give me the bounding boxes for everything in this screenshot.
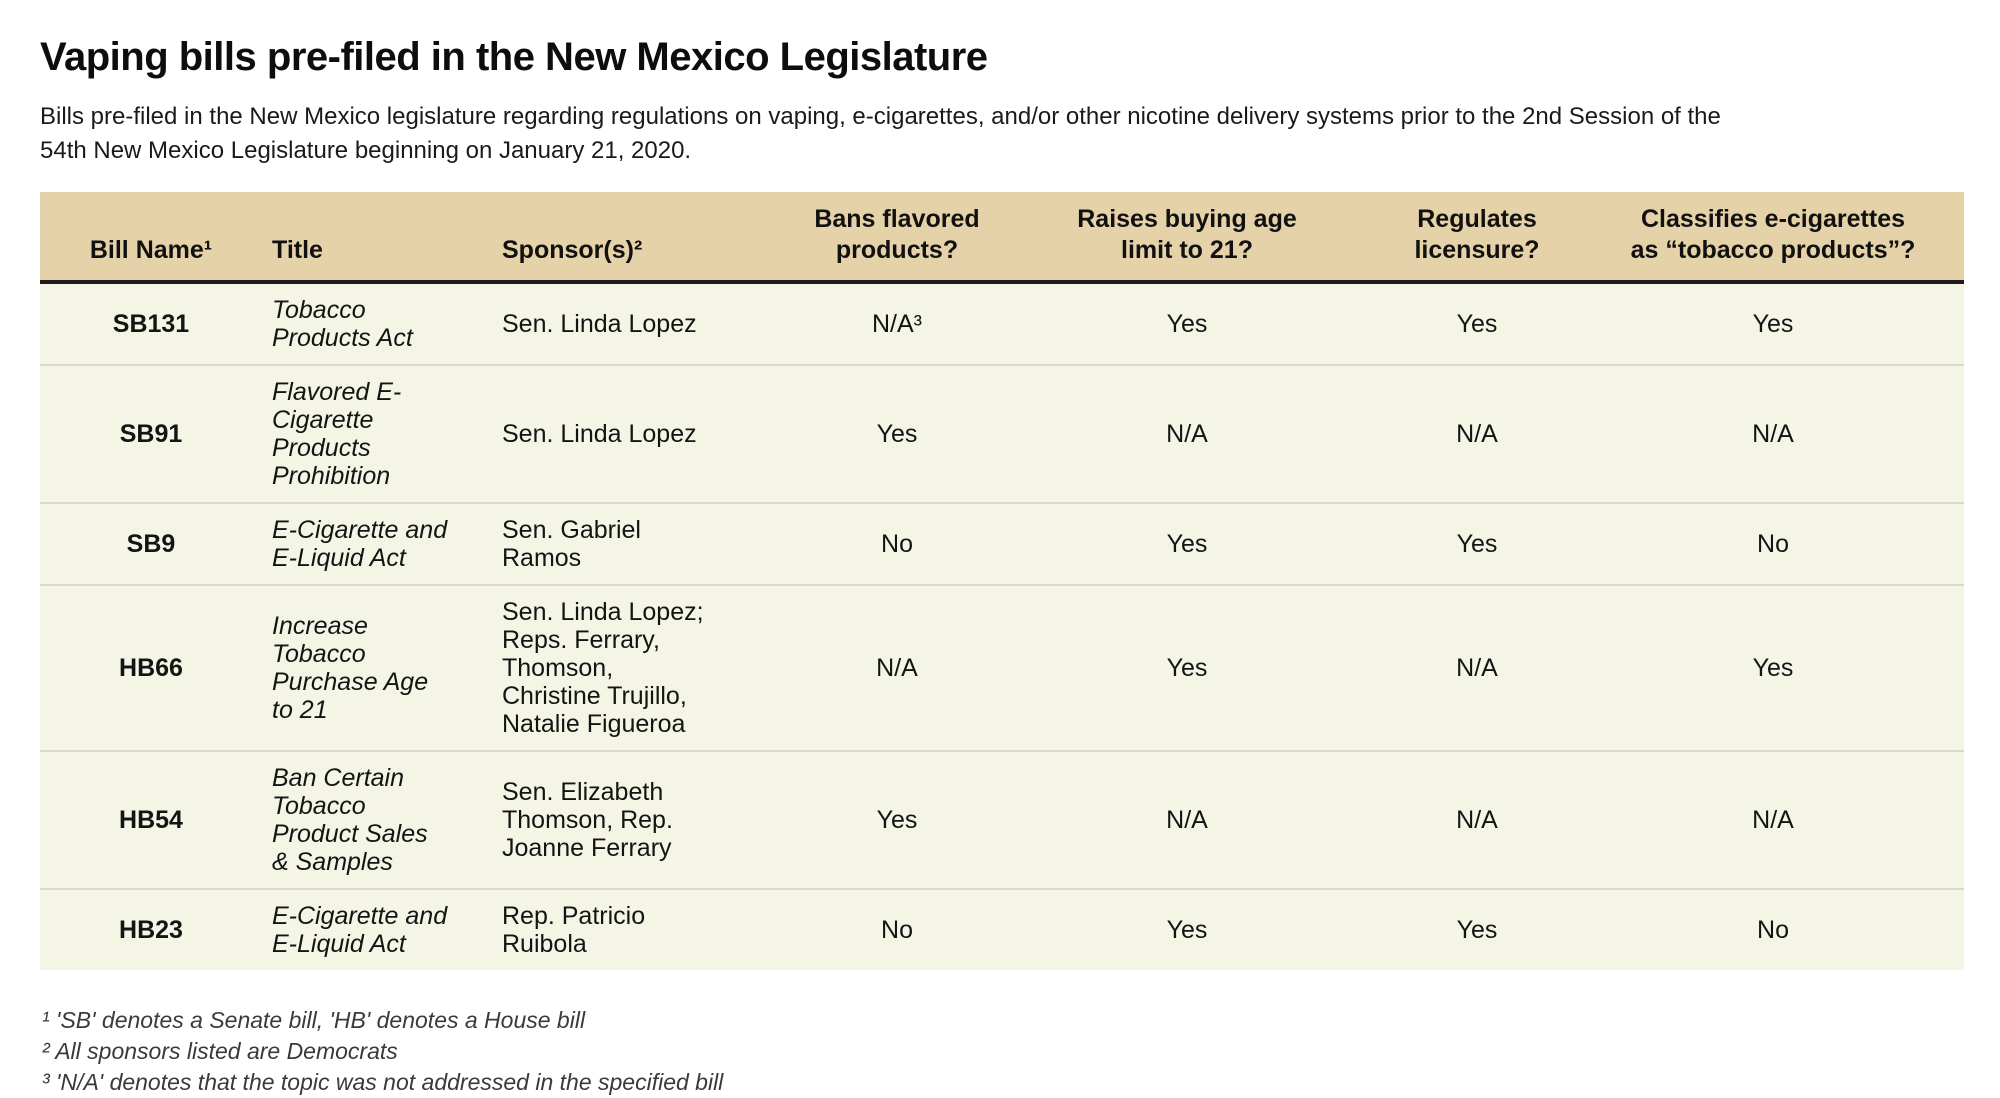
cell-title: Tobacco Products Act xyxy=(262,282,492,365)
cell-sponsors: Sen. Elizabeth Thomson, Rep. Joanne Ferr… xyxy=(492,750,792,889)
cell-classifies-tobacco: No xyxy=(1582,888,1964,970)
cell-title: Increase Tobacco Purchase Age to 21 xyxy=(262,584,492,751)
column-header-sponsors: Sponsor(s)² xyxy=(492,192,792,284)
column-header-classifies-tobacco: Classifies e-cigarettes as “tobacco prod… xyxy=(1582,192,1964,284)
cell-raises-age: N/A xyxy=(1002,364,1372,503)
footnote-3: ³ 'N/A' denotes that the topic was not a… xyxy=(42,1069,724,1095)
footnote-2: ² All sponsors listed are Democrats xyxy=(42,1038,398,1064)
table-row: HB66 Increase Tobacco Purchase Age to 21… xyxy=(40,584,1964,751)
cell-classifies-tobacco: No xyxy=(1582,502,1964,585)
cell-bans-flavored: No xyxy=(792,888,1002,970)
cell-sponsors: Sen. Gabriel Ramos xyxy=(492,502,792,585)
cell-bans-flavored: No xyxy=(792,502,1002,585)
table-row: HB23 E-Cigarette and E-Liquid Act Rep. P… xyxy=(40,888,1964,970)
cell-raises-age: Yes xyxy=(1002,282,1372,365)
column-header-regulates-licensure: Regulates licensure? xyxy=(1372,192,1582,284)
table-header-row: Bill Name¹ Title Sponsor(s)² Bans flavor… xyxy=(40,192,1964,284)
cell-bill-name: SB91 xyxy=(40,364,262,503)
table-row: SB91 Flavored E- Cigarette Products Proh… xyxy=(40,364,1964,503)
cell-classifies-tobacco: Yes xyxy=(1582,282,1964,365)
cell-bans-flavored: N/A³ xyxy=(792,282,1002,365)
cell-title: E-Cigarette and E-Liquid Act xyxy=(262,502,492,585)
cell-classifies-tobacco: Yes xyxy=(1582,584,1964,751)
cell-title: E-Cigarette and E-Liquid Act xyxy=(262,888,492,970)
cell-title: Flavored E- Cigarette Products Prohibiti… xyxy=(262,364,492,503)
cell-classifies-tobacco: N/A xyxy=(1582,750,1964,889)
cell-regulates-licensure: Yes xyxy=(1372,282,1582,365)
table-row: SB9 E-Cigarette and E-Liquid Act Sen. Ga… xyxy=(40,502,1964,585)
column-header-bill-name: Bill Name¹ xyxy=(40,192,262,284)
cell-bill-name: HB54 xyxy=(40,750,262,889)
column-header-bans-flavored: Bans flavored products? xyxy=(792,192,1002,284)
cell-sponsors: Rep. Patricio Ruibola xyxy=(492,888,792,970)
table-row: HB54 Ban Certain Tobacco Product Sales &… xyxy=(40,750,1964,889)
cell-bill-name: HB66 xyxy=(40,584,262,751)
cell-regulates-licensure: Yes xyxy=(1372,888,1582,970)
cell-regulates-licensure: Yes xyxy=(1372,502,1582,585)
cell-sponsors: Sen. Linda Lopez xyxy=(492,282,792,365)
cell-raises-age: Yes xyxy=(1002,584,1372,751)
footnote-1: ¹ 'SB' denotes a Senate bill, 'HB' denot… xyxy=(42,1007,586,1033)
cell-regulates-licensure: N/A xyxy=(1372,584,1582,751)
cell-raises-age: Yes xyxy=(1002,502,1372,585)
cell-bill-name: HB23 xyxy=(40,888,262,970)
page-subtitle: Bills pre-filed in the New Mexico legisl… xyxy=(40,103,1721,164)
cell-regulates-licensure: N/A xyxy=(1372,364,1582,503)
cell-bill-name: SB131 xyxy=(40,282,262,365)
cell-bill-name: SB9 xyxy=(40,502,262,585)
cell-sponsors: Sen. Linda Lopez xyxy=(492,364,792,503)
footnotes: ¹ 'SB' denotes a Senate bill, 'HB' denot… xyxy=(40,1006,1962,1097)
page-title: Vaping bills pre-filed in the New Mexico… xyxy=(40,35,988,79)
cell-sponsors: Sen. Linda Lopez; Reps. Ferrary, Thomson… xyxy=(492,584,792,751)
cell-bans-flavored: N/A xyxy=(792,584,1002,751)
cell-classifies-tobacco: N/A xyxy=(1582,364,1964,503)
cell-raises-age: N/A xyxy=(1002,750,1372,889)
cell-title: Ban Certain Tobacco Product Sales & Samp… xyxy=(262,750,492,889)
cell-bans-flavored: Yes xyxy=(792,750,1002,889)
cell-bans-flavored: Yes xyxy=(792,364,1002,503)
table-row: SB131 Tobacco Products Act Sen. Linda Lo… xyxy=(40,282,1964,365)
column-header-title: Title xyxy=(262,192,492,284)
column-header-raises-age: Raises buying age limit to 21? xyxy=(1002,192,1372,284)
cell-raises-age: Yes xyxy=(1002,888,1372,970)
cell-regulates-licensure: N/A xyxy=(1372,750,1582,889)
bills-table: Bill Name¹ Title Sponsor(s)² Bans flavor… xyxy=(40,192,1964,970)
